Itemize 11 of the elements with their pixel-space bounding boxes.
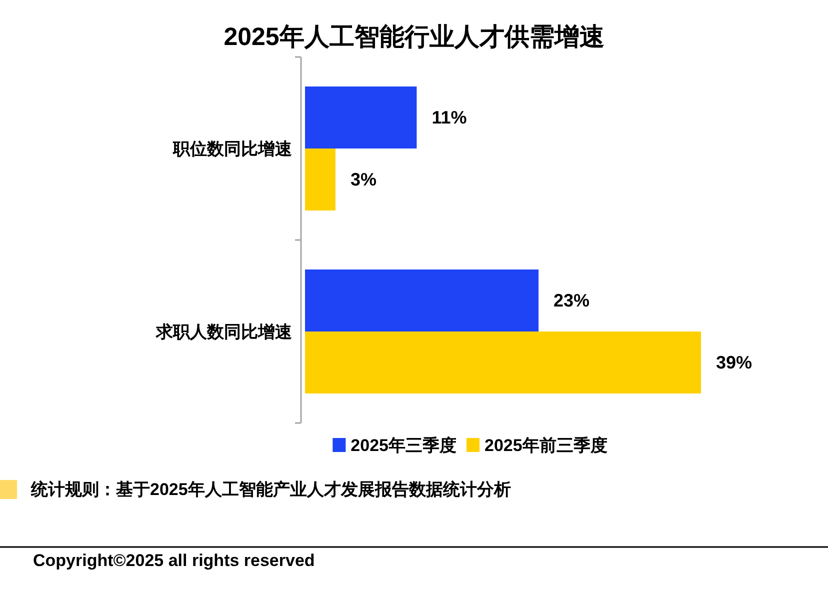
y-tick-label: 求职人数同比增速 <box>156 322 292 341</box>
title: 2025年人工智能行业人才供需增速 <box>224 23 604 51</box>
legend-label: 2025年前三季度 <box>484 436 608 454</box>
data-label: 3% <box>350 170 376 190</box>
data-label: 39% <box>716 352 752 372</box>
data-label: 23% <box>554 290 590 310</box>
legend-label: 2025年三季度 <box>350 436 456 454</box>
y-tick-label: 职位数同比增速 <box>173 139 292 158</box>
annotation: 统计规则：基于2025年人工智能产业人才发展报告数据统计分析 <box>31 480 511 498</box>
annotation: Copyright©2025 all rights reserved <box>33 550 315 570</box>
data-label: 11% <box>432 108 467 128</box>
